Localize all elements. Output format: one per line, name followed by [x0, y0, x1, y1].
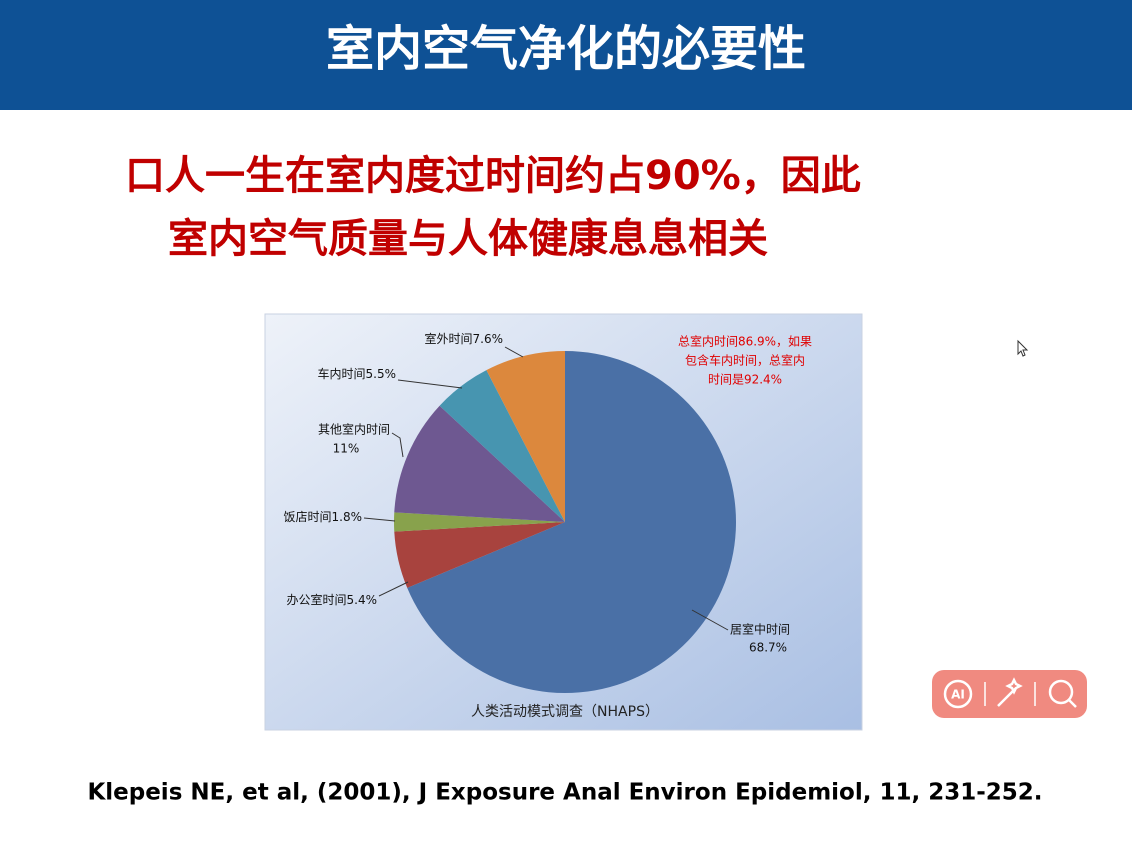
pie-slice	[486, 351, 565, 522]
category-label: 饭店时间	[283, 510, 331, 524]
pie-slice	[394, 522, 565, 588]
citation: Klepeis NE, et al, (2001), J Exposure An…	[87, 780, 1042, 806]
leader-line	[504, 346, 524, 358]
leader-line	[391, 432, 404, 458]
slice-label: 办公室时间5.4%	[286, 592, 377, 607]
ai-label[interactable]: AI	[951, 688, 965, 702]
cursor	[1017, 339, 1029, 357]
value-label: 11%	[333, 442, 360, 456]
value-label: 7.6%	[473, 332, 504, 346]
category-label: 其他室内时间	[318, 422, 390, 437]
value-label: 5.5%	[366, 367, 397, 381]
leader-line	[363, 517, 396, 522]
pie-slice	[439, 370, 565, 522]
slice-label: 车内时间5.5%	[317, 366, 396, 381]
value-label: 68.7%	[749, 641, 787, 655]
chart-caption: 人类活动模式调查（NHAPS）	[471, 704, 659, 720]
slice-label: 室外时间7.6%	[424, 331, 503, 346]
leader-line	[378, 581, 409, 597]
category-label: 室外时间	[424, 331, 472, 346]
value-label: 5.4%	[347, 593, 378, 607]
search-button[interactable]	[1048, 679, 1074, 705]
headline: 室内空气质量与人体健康息息相关	[168, 216, 768, 262]
header-bar	[0, 0, 1132, 110]
floating-toolbar: AI	[932, 670, 1087, 718]
leader-line	[397, 379, 463, 389]
category-label: 车内时间	[317, 366, 365, 381]
category-label: 居室中时间	[730, 622, 790, 637]
category-label: 办公室时间	[286, 592, 346, 607]
pie-slice	[394, 512, 565, 532]
search-handle	[1068, 699, 1077, 708]
annotation: 包含车内时间，总室内	[685, 353, 805, 368]
magic-button[interactable]	[997, 677, 1023, 707]
annotation: 总室内时间86.9%，如果	[678, 334, 812, 349]
ai-button[interactable]	[943, 679, 973, 709]
pie-slice	[407, 351, 736, 694]
pie-slice	[394, 405, 565, 522]
value-label: 1.8%	[332, 510, 363, 524]
slice-label: 饭店时间1.8%	[283, 510, 362, 524]
headline: 口人一生在室内度过时间约占90%，因此	[125, 153, 861, 199]
leader-line	[691, 609, 729, 631]
annotation: 时间是92.4%	[708, 373, 782, 387]
slide-title: 室内空气净化的必要性	[326, 21, 806, 77]
